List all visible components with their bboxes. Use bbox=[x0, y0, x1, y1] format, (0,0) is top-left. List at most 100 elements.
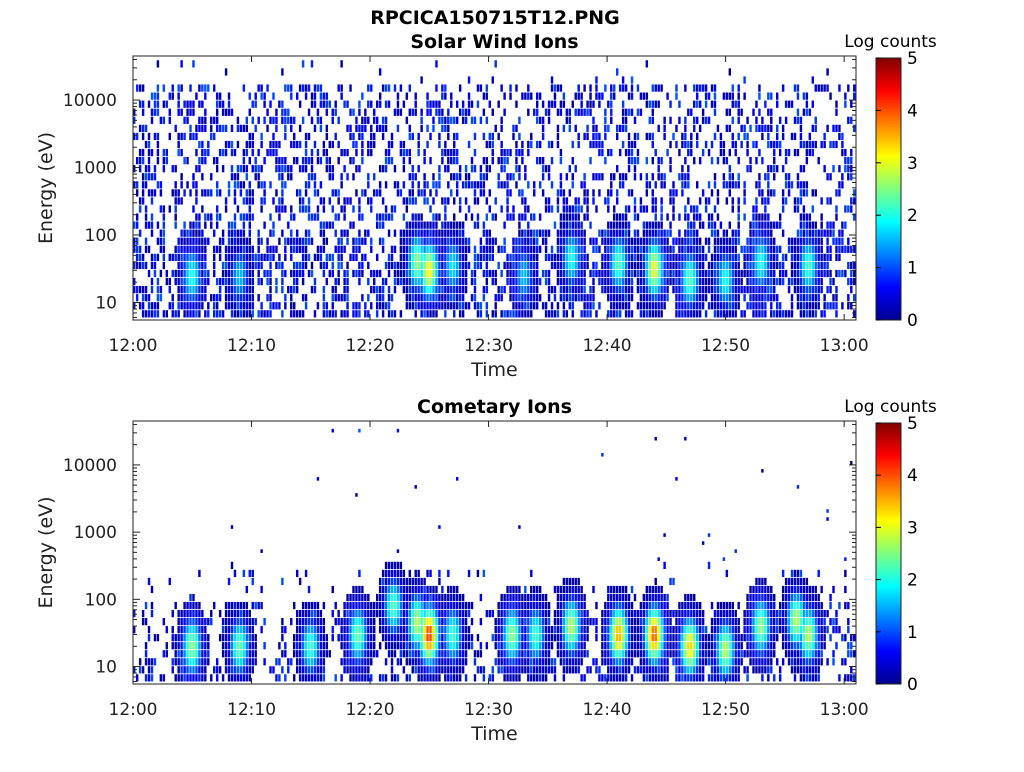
heatmap-cell bbox=[776, 262, 778, 269]
heatmap-cell bbox=[634, 254, 636, 261]
heatmap-cell bbox=[228, 286, 230, 293]
heatmap-cell bbox=[622, 181, 624, 188]
heatmap-cell bbox=[826, 238, 828, 245]
heatmap-cell bbox=[314, 650, 316, 657]
heatmap-cell bbox=[583, 286, 585, 293]
heatmap-cell bbox=[447, 586, 449, 593]
heatmap-cell bbox=[853, 262, 855, 269]
heatmap-cell bbox=[456, 246, 458, 253]
heatmap-cell bbox=[320, 222, 322, 229]
heatmap-cell bbox=[192, 230, 194, 237]
heatmap-cell bbox=[631, 262, 633, 269]
heatmap-cell bbox=[415, 602, 417, 609]
heatmap-cell bbox=[646, 230, 648, 237]
heatmap-cell bbox=[530, 666, 532, 673]
heatmap-cell bbox=[272, 246, 274, 253]
heatmap-cell bbox=[444, 238, 446, 245]
heatmap-cell bbox=[204, 642, 206, 649]
colorbar-tick-label: 5 bbox=[907, 49, 918, 69]
heatmap-cell bbox=[352, 610, 354, 617]
heatmap-cell bbox=[595, 205, 597, 212]
heatmap-cell bbox=[332, 586, 334, 593]
heatmap-cell bbox=[767, 254, 769, 261]
heatmap-cell bbox=[820, 310, 822, 317]
heatmap-cell bbox=[426, 230, 428, 237]
heatmap-cell bbox=[503, 650, 505, 657]
heatmap-cell bbox=[812, 76, 814, 83]
heatmap-cell bbox=[506, 650, 508, 657]
heatmap-cell bbox=[592, 173, 594, 180]
heatmap-cell bbox=[462, 230, 464, 237]
heatmap-cell bbox=[323, 222, 325, 229]
heatmap-cell bbox=[779, 213, 781, 220]
heatmap-cell bbox=[755, 294, 757, 301]
heatmap-cell bbox=[628, 141, 630, 148]
heatmap-cell bbox=[281, 262, 283, 269]
heatmap-cell bbox=[192, 173, 194, 180]
heatmap-cell bbox=[438, 570, 440, 577]
heatmap-cell bbox=[474, 674, 476, 681]
heatmap-cell bbox=[761, 117, 763, 124]
heatmap-cell bbox=[234, 173, 236, 180]
heatmap-cell bbox=[317, 84, 319, 91]
heatmap-cell bbox=[468, 238, 470, 245]
heatmap-cell bbox=[539, 117, 541, 124]
heatmap-cell bbox=[180, 181, 182, 188]
heatmap-cell bbox=[474, 302, 476, 309]
heatmap-cell bbox=[462, 594, 464, 601]
heatmap-cell bbox=[337, 84, 339, 91]
heatmap-cell bbox=[524, 230, 526, 237]
heatmap-cell bbox=[388, 302, 390, 309]
heatmap-cell bbox=[675, 262, 677, 269]
heatmap-cell bbox=[426, 642, 428, 649]
heatmap-cell bbox=[669, 230, 671, 237]
heatmap-cell bbox=[438, 133, 440, 140]
heatmap-cell bbox=[717, 238, 719, 245]
heatmap-cell bbox=[770, 310, 772, 317]
heatmap-cell bbox=[646, 181, 648, 188]
heatmap-cell bbox=[693, 262, 695, 269]
heatmap-cell bbox=[213, 262, 215, 269]
heatmap-cell bbox=[705, 117, 707, 124]
heatmap-cell bbox=[773, 165, 775, 172]
heatmap-cell bbox=[788, 181, 790, 188]
heatmap-cell bbox=[655, 181, 657, 188]
heatmap-cell bbox=[429, 262, 431, 269]
heatmap-cell bbox=[426, 181, 428, 188]
heatmap-cell bbox=[204, 246, 206, 253]
heatmap-cell bbox=[560, 270, 562, 277]
heatmap-cell bbox=[432, 278, 434, 285]
heatmap-cell bbox=[444, 84, 446, 91]
heatmap-cell bbox=[367, 181, 369, 188]
heatmap-cell bbox=[699, 294, 701, 301]
heatmap-cell bbox=[794, 149, 796, 156]
heatmap-cell bbox=[545, 658, 547, 665]
heatmap-cell bbox=[394, 674, 396, 681]
heatmap-cell bbox=[346, 310, 348, 317]
heatmap-cell bbox=[403, 197, 405, 204]
heatmap-cell bbox=[305, 254, 307, 261]
heatmap-cell bbox=[752, 310, 754, 317]
heatmap-cell bbox=[352, 109, 354, 116]
heatmap-cell bbox=[495, 618, 497, 625]
heatmap-cell bbox=[465, 642, 467, 649]
heatmap-cell bbox=[249, 205, 251, 212]
heatmap-cell bbox=[563, 310, 565, 317]
heatmap-cell bbox=[435, 270, 437, 277]
heatmap-cell bbox=[657, 270, 659, 277]
heatmap-cell bbox=[420, 666, 422, 673]
heatmap-cell bbox=[752, 222, 754, 229]
heatmap-cell bbox=[305, 666, 307, 673]
heatmap-cell bbox=[616, 246, 618, 253]
heatmap-cell bbox=[195, 302, 197, 309]
heatmap-cell bbox=[340, 310, 342, 317]
heatmap-cell bbox=[758, 230, 760, 237]
heatmap-cell bbox=[204, 93, 206, 100]
heatmap-cell bbox=[723, 149, 725, 156]
heatmap-cell bbox=[506, 642, 508, 649]
heatmap-cell bbox=[503, 149, 505, 156]
heatmap-cell bbox=[696, 117, 698, 124]
heatmap-cell bbox=[358, 165, 360, 172]
heatmap-cell bbox=[459, 286, 461, 293]
heatmap-cell bbox=[296, 230, 298, 237]
